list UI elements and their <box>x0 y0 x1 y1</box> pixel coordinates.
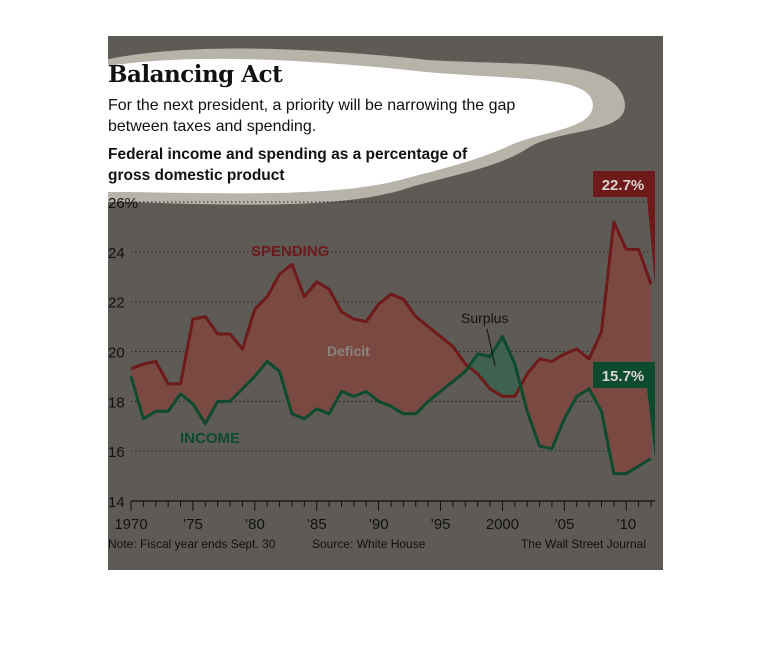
title-highlight-cloud <box>108 48 625 205</box>
income-label: INCOME <box>180 430 240 447</box>
y-tick-label: 26% <box>108 195 138 212</box>
series-lines <box>129 220 653 476</box>
y-tick-label: 24 <box>108 245 125 262</box>
x-tick-label: ’10 <box>616 516 636 533</box>
chart-footer: Note: Fiscal year ends Sept. 30 Source: … <box>108 537 646 551</box>
deficit-area <box>131 264 469 424</box>
spending-line <box>130 220 653 398</box>
x-tick-label: ’80 <box>245 516 265 533</box>
deficit-area <box>520 221 651 474</box>
x-tick-label: 2000 <box>486 516 519 533</box>
spending-end-label: 22.7% <box>593 171 655 285</box>
y-tick-label: 20 <box>108 345 125 362</box>
y-tick-label: 16 <box>108 444 125 461</box>
chart-title: Federal income and spending as a percent… <box>108 146 468 184</box>
chart-canvas: 1970 ’75 ’80 ’85 ’90 ’95 2000 ’05 ’10 14 16 18 20 22… <box>108 48 655 551</box>
spending-label: SPENDING <box>251 243 329 260</box>
y-tick-label: 14 <box>108 494 125 511</box>
surplus-leader-line <box>486 328 496 367</box>
footer-note: Note: Fiscal year ends Sept. 30 <box>108 537 276 551</box>
deficit-annotation: Deficit <box>327 343 370 359</box>
x-tick-label: ’75 <box>183 516 203 533</box>
income-end-label: 15.7% <box>593 362 655 459</box>
income-line <box>129 335 652 476</box>
end-label-text: 22.7% <box>602 177 645 194</box>
x-tick-label: 1970 <box>114 516 147 533</box>
y-tick-label: 18 <box>108 394 125 411</box>
x-tick-label: ’95 <box>431 516 451 533</box>
x-tick-label: ’05 <box>554 516 574 533</box>
end-label-box <box>593 171 655 285</box>
surplus-area <box>468 336 521 397</box>
end-label-box <box>593 362 655 459</box>
page-title: Balancing Act <box>108 61 283 88</box>
x-tick-label: ’85 <box>307 516 327 533</box>
surplus-annotation: Surplus <box>461 310 508 326</box>
end-label-text: 15.7% <box>602 368 645 385</box>
chart-panel: 1970 ’75 ’80 ’85 ’90 ’95 2000 ’05 ’10 14 16 18 20 22… <box>108 36 663 570</box>
x-tick-label: ’90 <box>369 516 389 533</box>
x-axis: 1970 ’75 ’80 ’85 ’90 ’95 2000 ’05 ’10 <box>114 500 655 533</box>
subtitle: For the next president, a priority will … <box>108 97 516 135</box>
footer-credit: The Wall Street Journal <box>521 537 646 551</box>
y-axis: 14 16 18 20 22 24 26% <box>108 195 138 511</box>
series-labels: SPENDING INCOME Deficit Surplus 22.7% 15.7% <box>180 171 655 459</box>
footer-source: Source: White House <box>312 537 426 551</box>
y-tick-label: 22 <box>108 295 125 312</box>
